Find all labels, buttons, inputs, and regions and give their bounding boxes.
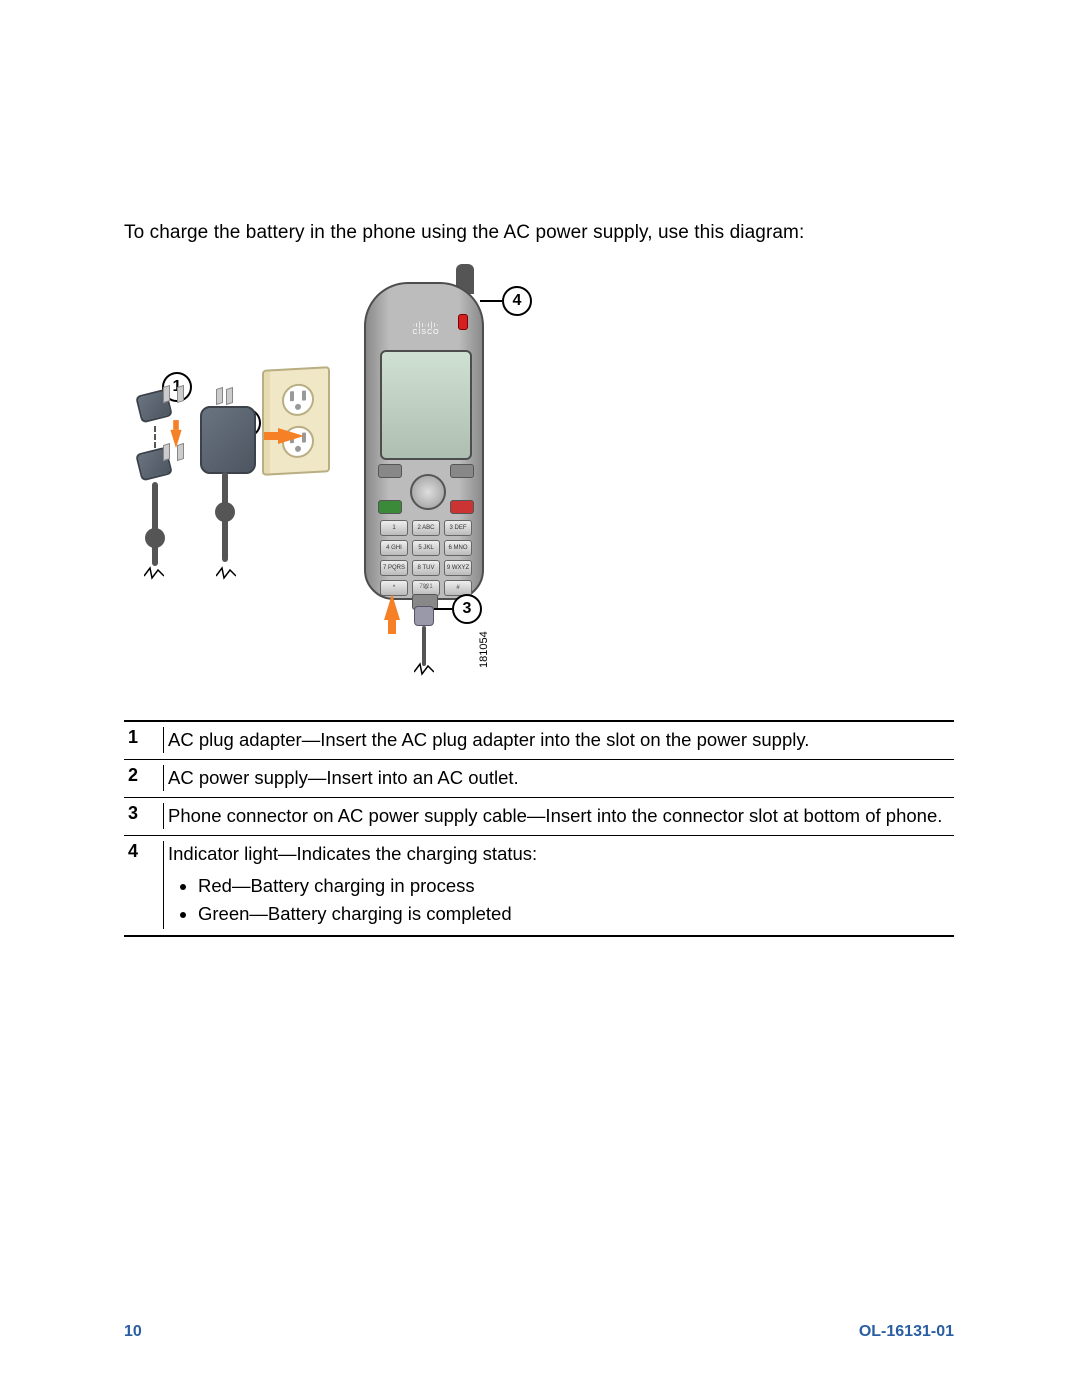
bullet-list: Red—Battery charging in process Green—Ba… [198, 873, 954, 927]
prong [163, 385, 170, 403]
key: 8 TUV [412, 560, 440, 576]
key: 9 WXYZ [444, 560, 472, 576]
key: 6 MNO [444, 540, 472, 556]
ground [295, 446, 301, 452]
motion-dashes [154, 426, 156, 448]
model-label: 7921 [366, 584, 486, 590]
row-description: Phone connector on AC power supply cable… [164, 803, 954, 829]
charging-diagram: 4 ·ı|ı·ı|ı· CISCO 1 [124, 258, 954, 688]
cable [422, 626, 426, 666]
call-key [378, 500, 402, 514]
psu-prongs [216, 388, 236, 408]
ac-plug-adapter [138, 450, 174, 486]
phone-illustration: ·ı|ı·ı|ı· CISCO 1 2 ABC 3 DEF 4 GHI [364, 264, 484, 600]
slot [290, 391, 294, 401]
ac-power-supply [200, 406, 256, 474]
key: 3 DEF [444, 520, 472, 536]
table-row: 4 Indicator light—Indicates the charging… [124, 835, 954, 935]
prong [226, 387, 233, 405]
cable-break-icon [216, 566, 236, 580]
arrow-up-icon [384, 594, 400, 620]
cable-break-icon [414, 662, 434, 676]
row-description: Indicator light—Indicates the charging s… [164, 841, 954, 929]
list-item: Red—Battery charging in process [198, 873, 954, 899]
row-number: 1 [124, 727, 163, 748]
row-number: 4 [124, 841, 163, 862]
callout-4: 4 [502, 286, 532, 316]
key: 7 PQRS [380, 560, 408, 576]
phone-body: ·ı|ı·ı|ı· CISCO 1 2 ABC 3 DEF 4 GHI [364, 282, 484, 600]
end-key [450, 500, 474, 514]
indicator-light [458, 314, 468, 330]
prong [216, 387, 223, 405]
leader-line [434, 608, 452, 610]
prong [163, 443, 170, 461]
callout-3: 3 [452, 594, 482, 624]
table-row: 1 AC plug adapter—Insert the AC plug ada… [124, 722, 954, 759]
cisco-logo: ·ı|ı·ı|ı· CISCO [366, 322, 486, 336]
key: 2 ABC [412, 520, 440, 536]
prong [177, 385, 184, 403]
adapter-cable [152, 482, 158, 566]
wall-outlet [262, 366, 330, 476]
page-number: 10 [124, 1323, 142, 1341]
adapter-prongs [160, 386, 184, 407]
psu-cable [222, 472, 228, 562]
softkey [378, 464, 402, 478]
row-description: AC power supply—Insert into an AC outlet… [164, 765, 954, 791]
arrow-down-icon [170, 430, 181, 448]
ac-plug-adapter [138, 392, 174, 428]
key: 1 [380, 520, 408, 536]
image-id: 181054 [478, 631, 490, 668]
phone-screen [380, 350, 472, 460]
softkey [450, 464, 474, 478]
list-item: Green—Battery charging is completed [198, 901, 954, 927]
cable-break-icon [144, 566, 164, 580]
row-number: 3 [124, 803, 163, 824]
row-text: Indicator light—Indicates the charging s… [168, 843, 537, 864]
arrow-right-icon [278, 428, 304, 444]
document-id: OL-16131-01 [859, 1323, 954, 1341]
row-description: AC plug adapter—Insert the AC plug adapt… [164, 727, 954, 753]
slot [302, 390, 306, 400]
row-number: 2 [124, 765, 163, 786]
ground [295, 404, 301, 410]
phone-plug [414, 606, 434, 626]
logo-bars: ·ı|ı·ı|ı· [366, 322, 486, 329]
key: 4 GHI [380, 540, 408, 556]
callout-table: 1 AC plug adapter—Insert the AC plug ada… [124, 720, 954, 937]
document-page: To charge the battery in the phone using… [124, 0, 954, 1397]
table-row: 3 Phone connector on AC power supply cab… [124, 797, 954, 835]
dpad [410, 474, 446, 510]
table-row: 2 AC power supply—Insert into an AC outl… [124, 759, 954, 797]
logo-text: CISCO [366, 329, 486, 336]
socket [282, 383, 314, 417]
key: 5 JKL [412, 540, 440, 556]
page-footer: 10 OL-16131-01 [124, 1323, 954, 1341]
intro-text: To charge the battery in the phone using… [124, 222, 804, 244]
